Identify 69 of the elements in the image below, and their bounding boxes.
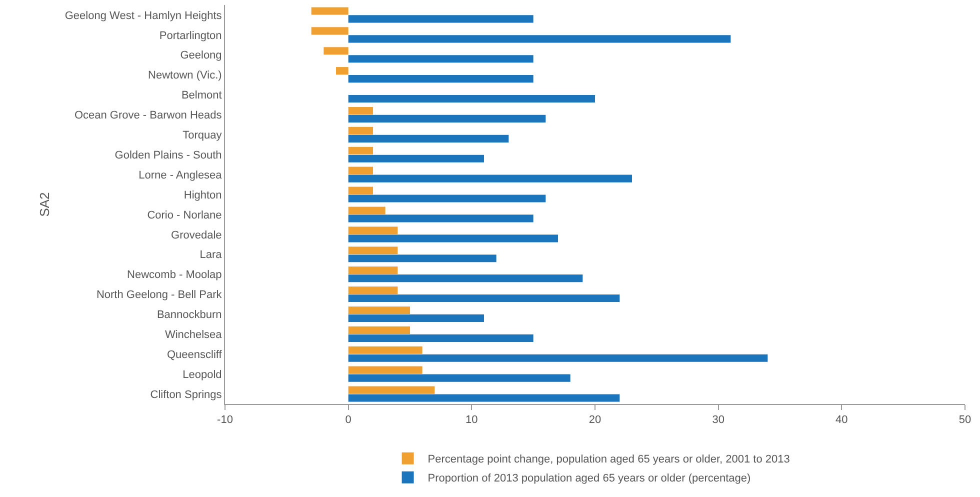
x-tick-label: 30 — [712, 414, 724, 426]
x-tick-label: 40 — [836, 414, 848, 426]
y-tick-label: Leopold — [182, 368, 222, 381]
y-tick-label: Lorne - Anglesea — [138, 169, 223, 182]
y-tick-label: Queenscliff — [166, 348, 223, 361]
x-tick-label: 20 — [588, 414, 602, 426]
bar — [348, 114, 546, 123]
x-tick-label: 0 — [345, 414, 352, 426]
y-axis-title: SA2 — [36, 192, 52, 217]
y-tick-label: Lara — [200, 249, 223, 262]
bar — [348, 366, 422, 374]
bar — [348, 294, 620, 302]
bar — [348, 326, 410, 334]
y-tick-label: Bannockburn — [156, 309, 222, 322]
bar — [348, 394, 620, 402]
bar — [348, 166, 373, 174]
bar — [348, 334, 534, 342]
y-tick-label: Geelong — [180, 50, 222, 62]
legend-label: Percentage point change, population aged 65 years or older, 2001 to 2013 — [428, 454, 790, 466]
bar — [348, 186, 373, 194]
y-tick-label: Newcomb - Moolap — [127, 269, 222, 282]
bar — [348, 354, 768, 362]
y-tick-label: Newtown (Vic.) — [148, 70, 222, 82]
bar — [348, 314, 484, 322]
x-tick-label: -10 — [217, 414, 233, 426]
bar — [348, 174, 632, 182]
bar — [348, 94, 595, 103]
bar — [348, 154, 484, 162]
bar — [348, 374, 570, 382]
bar — [348, 214, 534, 222]
bar — [348, 126, 373, 134]
bar — [324, 47, 348, 55]
bar — [348, 55, 534, 63]
y-tick-label: Torquay — [182, 130, 222, 142]
x-tick-label: 10 — [466, 414, 478, 426]
legend-label: Proportion of 2013 population aged 65 years or older (percentage) — [428, 472, 751, 485]
y-tick-label: Winchelsea — [164, 329, 223, 342]
bar — [348, 266, 398, 274]
bar — [348, 246, 398, 254]
y-tick-label: Geelong West - Hamlyn Heights — [64, 10, 222, 22]
bar — [348, 206, 386, 214]
bar — [348, 286, 398, 294]
bar — [348, 194, 546, 202]
x-tick-label: 50 — [958, 414, 972, 426]
y-tick-label: North Geelong - Bell Park — [96, 289, 222, 302]
y-tick-label: Clifton Springs — [150, 388, 222, 401]
y-tick-label: Golden Plains - South — [114, 149, 222, 162]
bar — [348, 146, 373, 154]
bar — [348, 15, 534, 23]
bar — [348, 254, 496, 262]
bar — [336, 67, 348, 75]
y-tick-label: Belmont — [181, 90, 222, 102]
y-tick-label: Highton — [184, 189, 222, 202]
bar — [348, 106, 373, 115]
y-tick-label: Ocean Grove - Barwon Heads — [74, 110, 222, 122]
bar — [348, 306, 410, 314]
bar — [311, 27, 348, 35]
y-tick-label: Portarlington — [159, 30, 222, 42]
y-tick-label: Grovedale — [171, 229, 222, 242]
y-tick-label: Corio - Norlane — [147, 209, 222, 222]
bar — [348, 35, 731, 43]
bar — [348, 274, 583, 282]
bar — [348, 234, 558, 242]
bar — [348, 75, 534, 83]
bar — [311, 7, 348, 15]
bar — [348, 386, 435, 394]
bar — [348, 346, 422, 354]
bar — [348, 226, 398, 234]
bar — [348, 134, 509, 142]
